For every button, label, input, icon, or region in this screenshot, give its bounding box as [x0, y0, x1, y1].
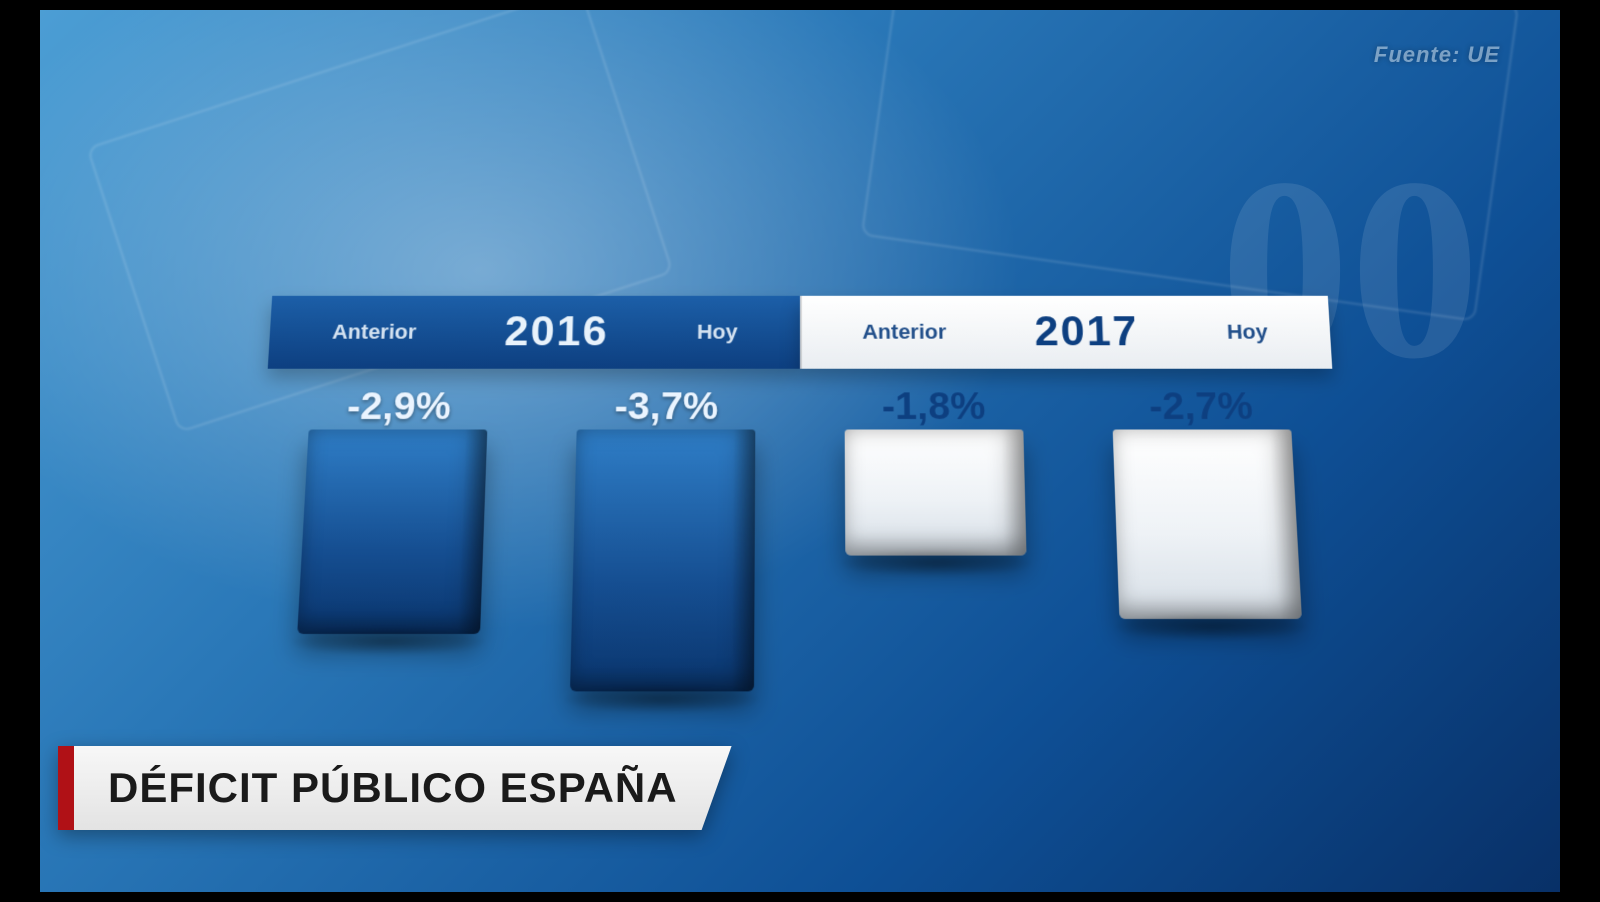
lower-third-title: DÉFICIT PÚBLICO ESPAÑA [108, 764, 678, 812]
lower-third: DÉFICIT PÚBLICO ESPAÑA [58, 746, 732, 830]
bar-slot: -2,7% [1066, 369, 1353, 702]
year-cell-2016: Anterior 2016 Hoy [268, 296, 800, 369]
bar-slot: -2,9% [247, 369, 534, 702]
bar-slot: -1,8% [800, 369, 1076, 702]
year-cell-2017: Anterior 2017 Hoy [800, 296, 1332, 369]
bar-shadow [1109, 613, 1313, 641]
header-sub-hoy: Hoy [697, 320, 738, 344]
header-sub-anterior: Anterior [862, 320, 946, 344]
chart-header: Anterior 2016 Hoy Anterior 2017 Hoy [268, 296, 1333, 369]
deficit-chart: Anterior 2016 Hoy Anterior 2017 Hoy -2,9… [247, 296, 1353, 704]
header-sub-hoy: Hoy [1226, 320, 1268, 344]
bar-2016-anterior [297, 430, 487, 634]
header-divider [800, 296, 802, 369]
bar-2017-anterior [845, 430, 1027, 556]
bar-2017-hoy [1113, 430, 1302, 620]
bar-value: -3,7% [614, 386, 718, 429]
lower-third-accent [58, 746, 74, 830]
bar-value: -2,7% [1148, 386, 1253, 429]
bar-value: -2,9% [346, 386, 451, 429]
header-year: 2016 [504, 309, 609, 356]
bar-shadow [559, 686, 764, 714]
bar-shadow [835, 549, 1037, 577]
lower-third-body: DÉFICIT PÚBLICO ESPAÑA [74, 746, 732, 830]
source-watermark: Fuente: UE [1374, 42, 1500, 68]
bar-2016-hoy [570, 430, 755, 692]
bar-shadow [286, 628, 491, 656]
header-sub-anterior: Anterior [332, 320, 417, 344]
chart-bars: -2,9% -3,7% -1,8% -2,7% [247, 369, 1352, 702]
bar-value: -1,8% [882, 386, 986, 429]
bar-slot: -3,7% [524, 369, 800, 702]
header-year: 2017 [1034, 309, 1139, 356]
